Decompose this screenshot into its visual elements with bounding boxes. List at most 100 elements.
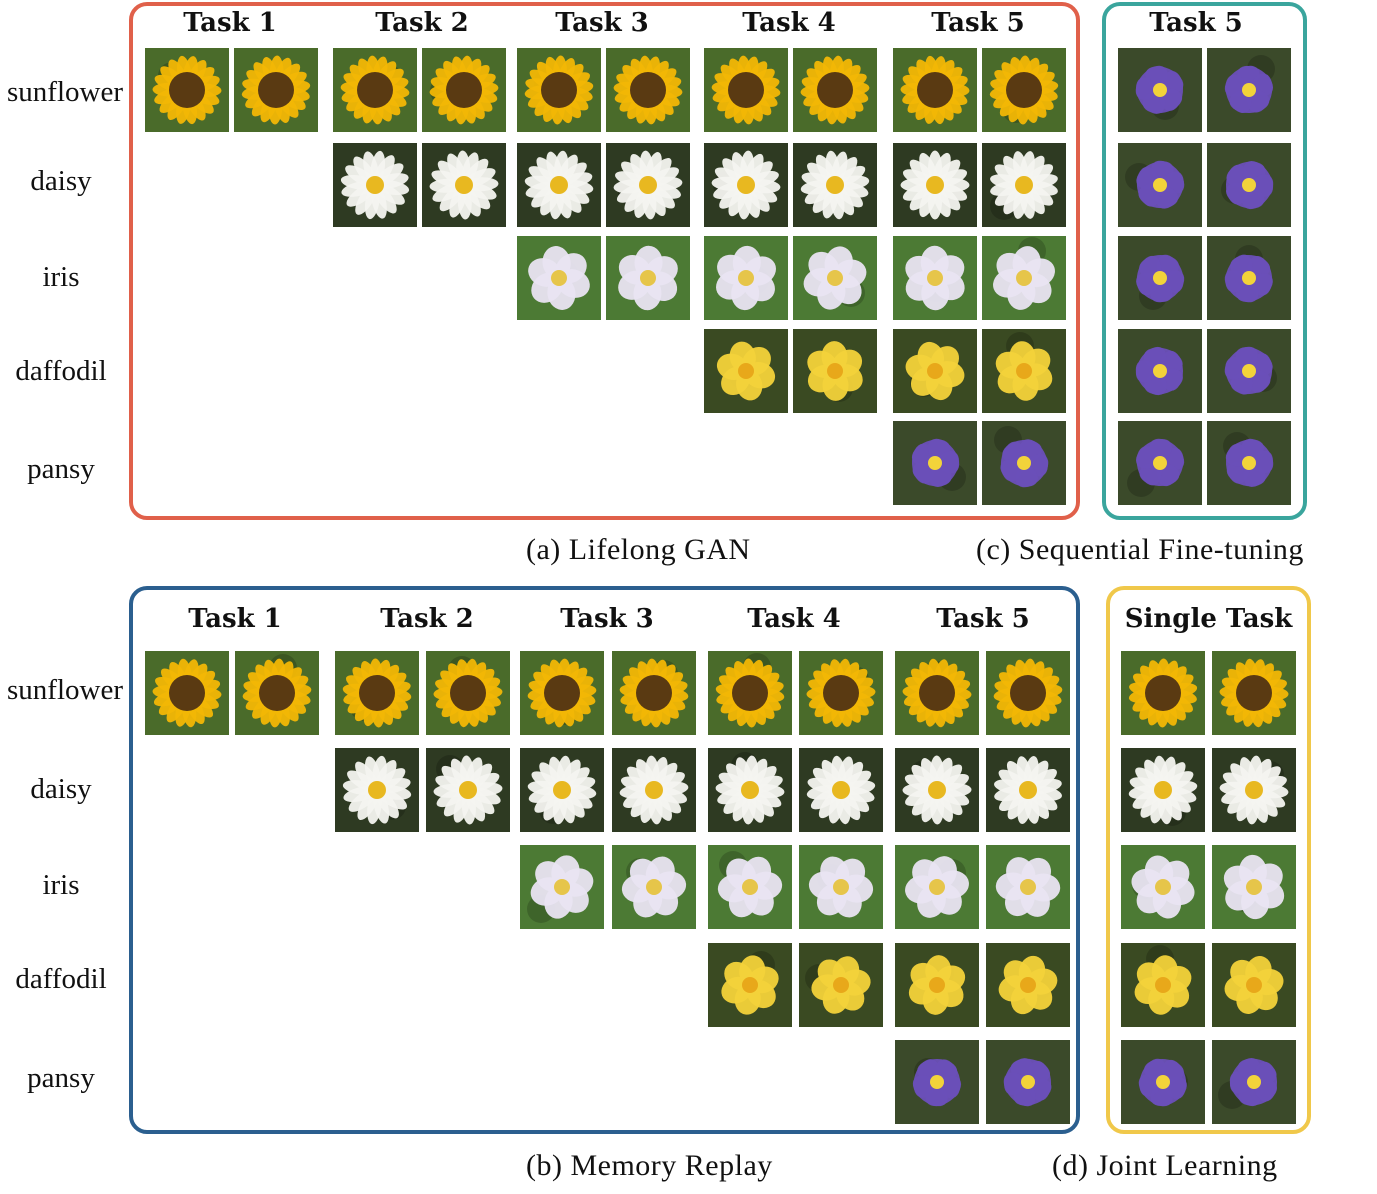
task-header: Task 3	[555, 8, 649, 38]
pansy-image	[1212, 1040, 1296, 1124]
row-label: sunflower	[7, 76, 123, 108]
daffodil-image	[1121, 943, 1205, 1027]
panel-sequential-finetuning	[1102, 2, 1307, 520]
daisy-image	[704, 143, 788, 227]
daffodil-image	[708, 943, 792, 1027]
task-header: Task 5	[1149, 8, 1243, 38]
daisy-image	[335, 748, 419, 832]
row-label: daisy	[30, 165, 92, 197]
sunflower-image	[612, 651, 696, 735]
iris-image	[1212, 845, 1296, 929]
row-label: pansy	[27, 453, 95, 485]
iris-image	[708, 845, 792, 929]
caption-joint-learning: (d) Joint Learning	[1052, 1149, 1278, 1182]
pansy-image	[986, 1040, 1070, 1124]
sunflower-image	[708, 651, 792, 735]
daisy-image	[606, 143, 690, 227]
task-header: Task 3	[560, 604, 654, 634]
pansy-image	[982, 421, 1066, 505]
task-header: Single Task	[1124, 604, 1293, 634]
daffodil-image	[799, 943, 883, 1027]
iris-image	[982, 236, 1066, 320]
sunflower-image	[517, 48, 601, 132]
caption-sequential-finetuning: (c) Sequential Fine-tuning	[976, 533, 1304, 566]
iris-image	[799, 845, 883, 929]
daffodil-image	[704, 329, 788, 413]
pansy-image	[1207, 143, 1291, 227]
iris-image	[606, 236, 690, 320]
pansy-image	[1118, 236, 1202, 320]
daisy-image	[426, 748, 510, 832]
sunflower-image	[145, 651, 229, 735]
iris-image	[793, 236, 877, 320]
daisy-image	[422, 143, 506, 227]
daisy-image	[1212, 748, 1296, 832]
sunflower-image	[333, 48, 417, 132]
sunflower-image	[234, 48, 318, 132]
panel-lifelong-gan	[129, 2, 1080, 520]
sunflower-image	[1121, 651, 1205, 735]
sunflower-image	[520, 651, 604, 735]
row-label: sunflower	[7, 674, 123, 706]
sunflower-image	[793, 48, 877, 132]
pansy-image	[1207, 236, 1291, 320]
panel-memory-replay	[129, 586, 1080, 1134]
task-header: Task 5	[931, 8, 1025, 38]
daisy-image	[1121, 748, 1205, 832]
iris-image	[893, 236, 977, 320]
iris-image	[986, 845, 1070, 929]
panel-joint-learning	[1106, 586, 1311, 1134]
row-label: iris	[42, 261, 80, 293]
iris-image	[704, 236, 788, 320]
sunflower-image	[1212, 651, 1296, 735]
task-header: Task 2	[375, 8, 469, 38]
sunflower-image	[982, 48, 1066, 132]
iris-image	[520, 845, 604, 929]
pansy-image	[1207, 48, 1291, 132]
task-header: Task 5	[936, 604, 1030, 634]
daisy-image	[612, 748, 696, 832]
sunflower-image	[893, 48, 977, 132]
daisy-image	[895, 748, 979, 832]
sunflower-image	[606, 48, 690, 132]
sunflower-image	[335, 651, 419, 735]
row-label: daffodil	[15, 355, 107, 387]
pansy-image	[1121, 1040, 1205, 1124]
iris-image	[612, 845, 696, 929]
daffodil-image	[986, 943, 1070, 1027]
sunflower-image	[426, 651, 510, 735]
pansy-image	[1207, 329, 1291, 413]
pansy-image	[1207, 421, 1291, 505]
caption-lifelong-gan: (a) Lifelong GAN	[526, 533, 751, 566]
daisy-image	[520, 748, 604, 832]
task-header: Task 2	[380, 604, 474, 634]
pansy-image	[1118, 421, 1202, 505]
sunflower-image	[235, 651, 319, 735]
row-label: daisy	[30, 773, 92, 805]
daffodil-image	[895, 943, 979, 1027]
row-label: iris	[42, 869, 80, 901]
row-label: pansy	[27, 1062, 95, 1094]
iris-image	[517, 236, 601, 320]
iris-image	[895, 845, 979, 929]
row-label: daffodil	[15, 963, 107, 995]
task-header: Task 1	[188, 604, 282, 634]
sunflower-image	[704, 48, 788, 132]
daisy-image	[982, 143, 1066, 227]
daffodil-image	[893, 329, 977, 413]
daisy-image	[793, 143, 877, 227]
daisy-image	[517, 143, 601, 227]
pansy-image	[1118, 143, 1202, 227]
sunflower-image	[986, 651, 1070, 735]
pansy-image	[1118, 329, 1202, 413]
daffodil-image	[982, 329, 1066, 413]
task-header: Task 4	[742, 8, 836, 38]
pansy-image	[895, 1040, 979, 1124]
daffodil-image	[1212, 943, 1296, 1027]
sunflower-image	[145, 48, 229, 132]
daisy-image	[893, 143, 977, 227]
daisy-image	[333, 143, 417, 227]
sunflower-image	[799, 651, 883, 735]
sunflower-image	[895, 651, 979, 735]
pansy-image	[893, 421, 977, 505]
